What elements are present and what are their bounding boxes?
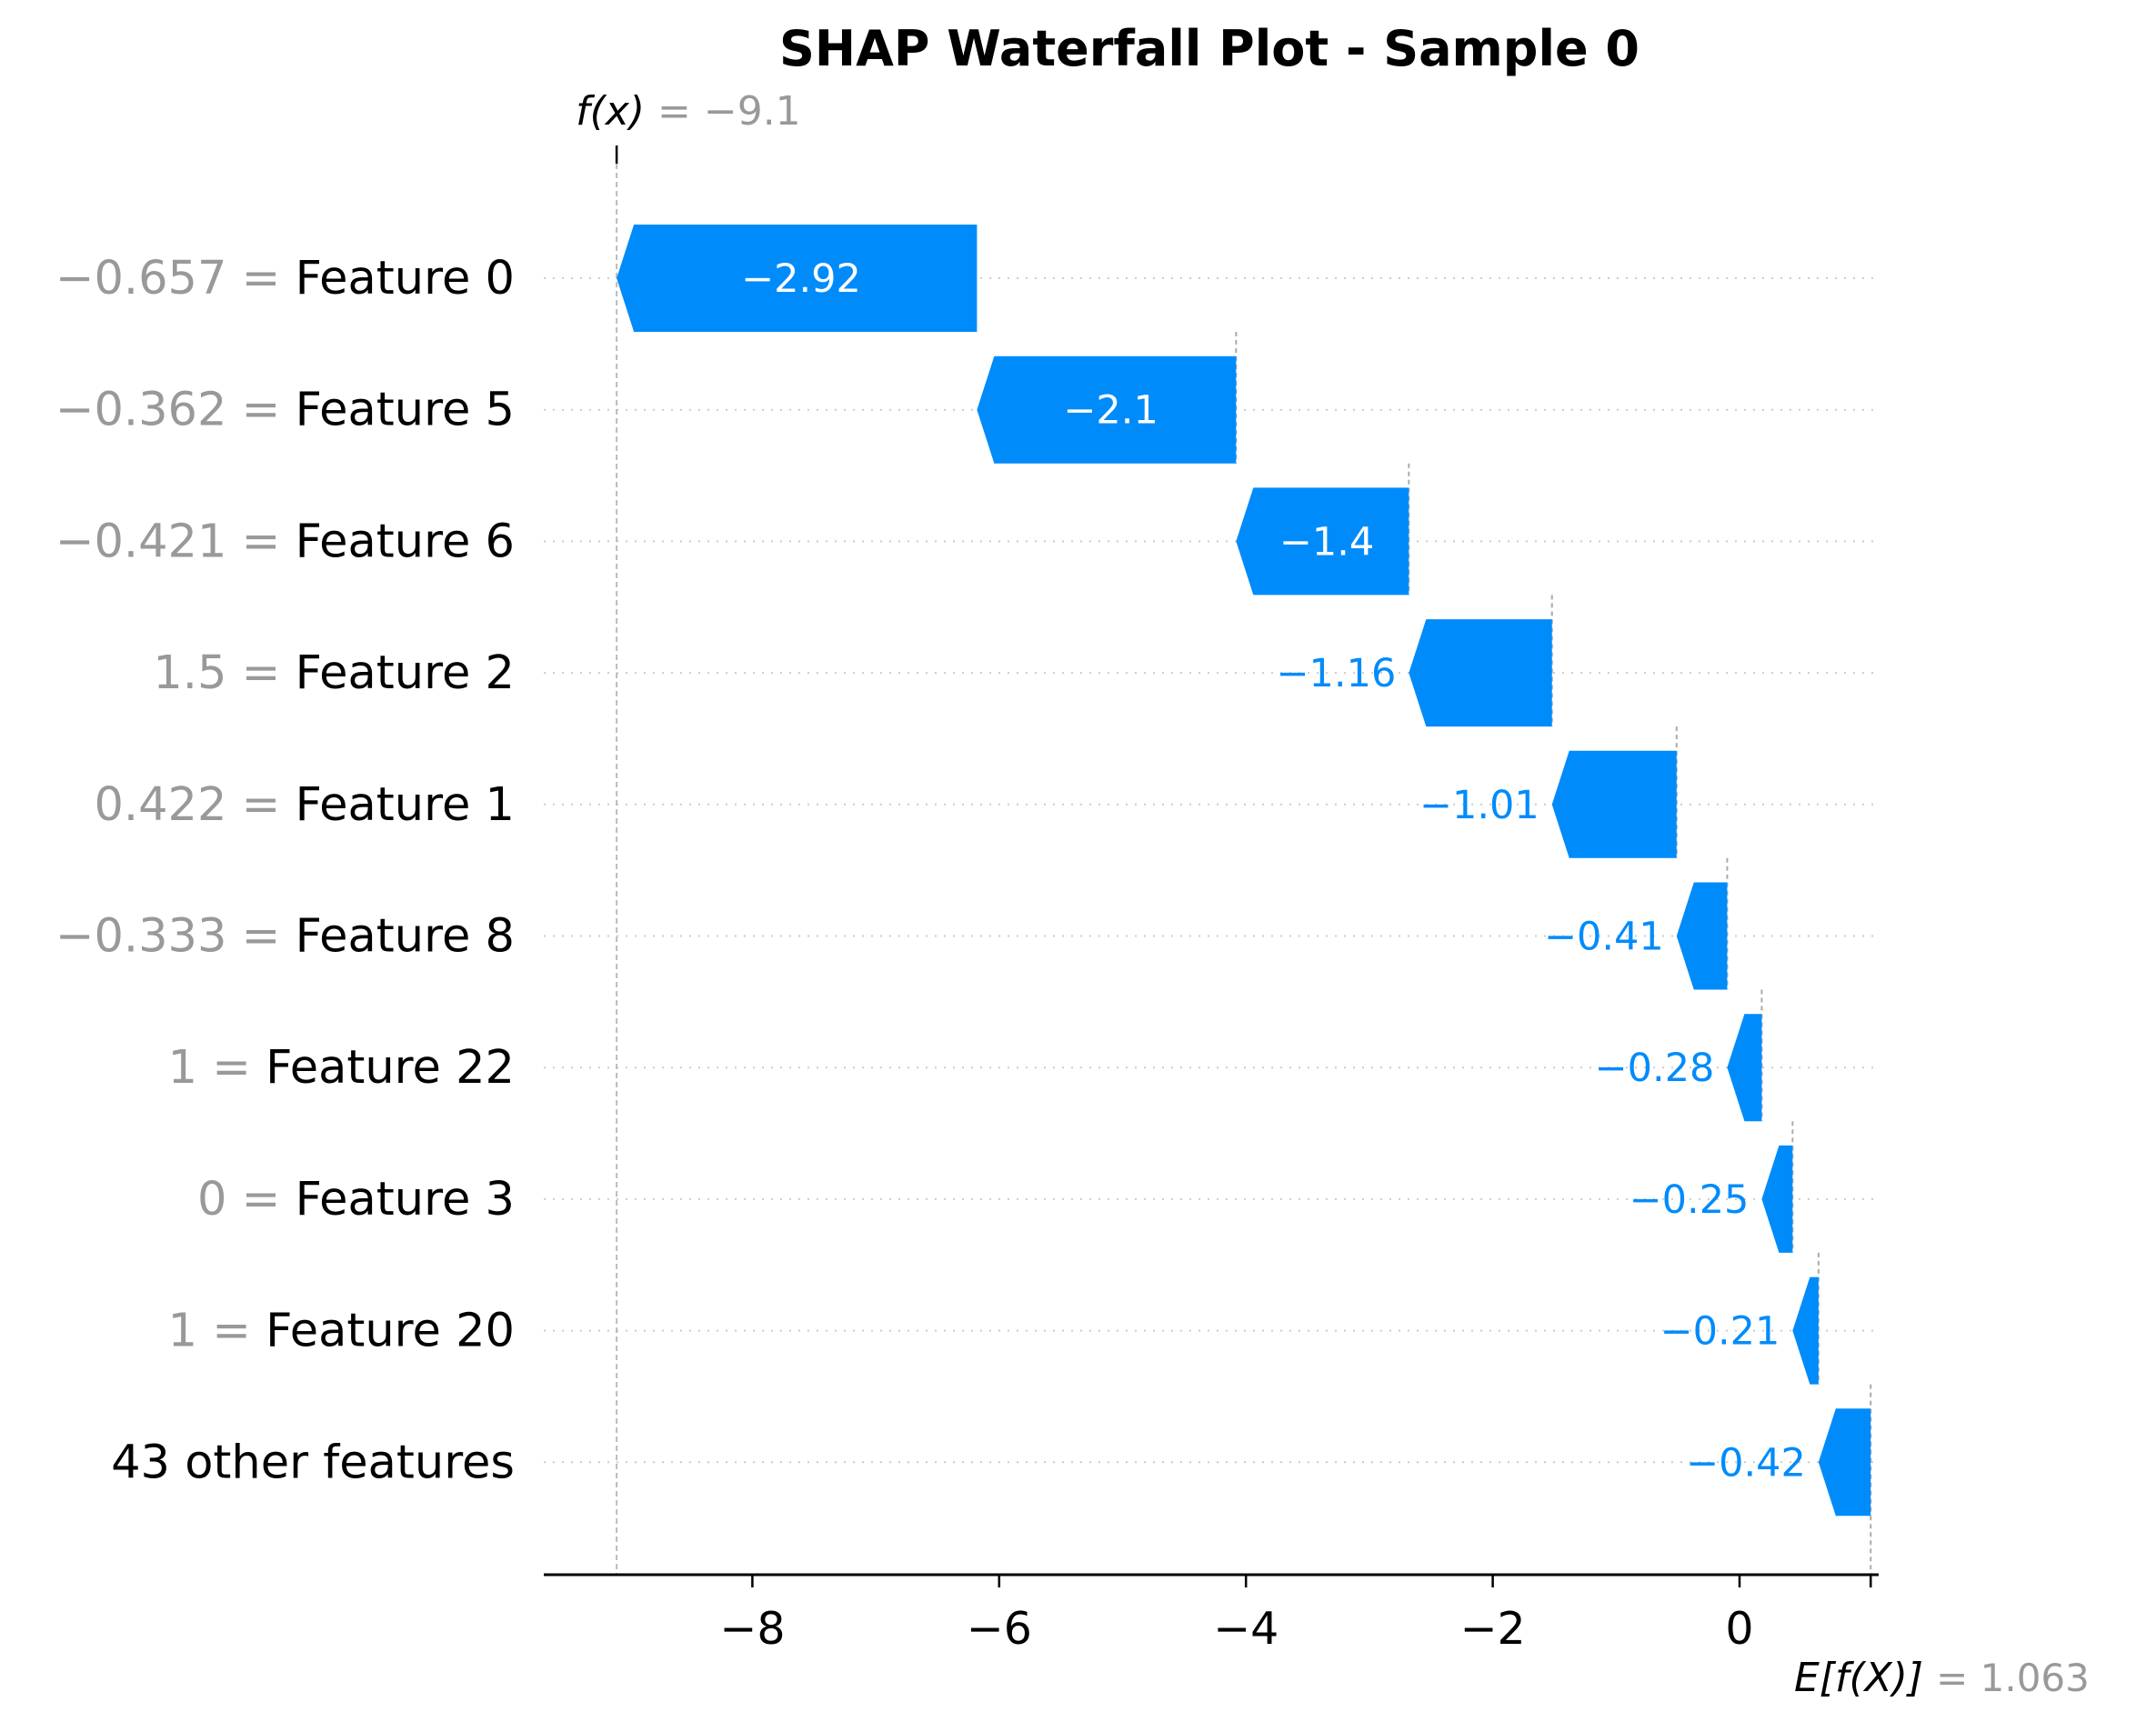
- feature-name: Feature 6: [296, 515, 515, 568]
- connector-lines: [615, 145, 1872, 1575]
- feature-value: 1 =: [168, 1305, 266, 1358]
- feature-value: 1 =: [168, 1041, 266, 1095]
- feature-name: Feature 20: [266, 1305, 515, 1358]
- fx-value: = −9.1: [657, 88, 801, 135]
- waterfall-bar: [1792, 1276, 1819, 1385]
- bar-value-label: −2.1: [1063, 388, 1158, 434]
- bar-value-label: −2.92: [741, 256, 861, 302]
- feature-name: Feature 3: [296, 1173, 515, 1226]
- bars: [617, 225, 1871, 1517]
- bar-value-label: −1.01: [1419, 783, 1539, 828]
- x-tick-label: −6: [967, 1603, 1032, 1655]
- feature-label: 43 other features: [111, 1436, 515, 1489]
- waterfall-bar: [1761, 1145, 1793, 1253]
- chart-title: SHAP Waterfall Plot - Sample 0: [779, 20, 1640, 77]
- feature-name: 43 other features: [111, 1436, 515, 1489]
- feature-value: −0.362 =: [55, 384, 296, 437]
- x-tick-label: −2: [1459, 1603, 1525, 1655]
- feature-name: Feature 8: [296, 910, 515, 964]
- feature-label: −0.657 = Feature 0: [55, 252, 515, 305]
- fx-label: f(x): [576, 88, 657, 135]
- feature-name: Feature 0: [296, 252, 515, 305]
- bar-value-label: −0.42: [1686, 1440, 1806, 1486]
- feature-label: 0 = Feature 3: [197, 1173, 515, 1226]
- feature-value: 1.5 =: [153, 646, 295, 700]
- waterfall-bar: [1409, 619, 1552, 727]
- feature-name: Feature 22: [266, 1041, 515, 1095]
- bar-value-label: −0.25: [1630, 1177, 1750, 1223]
- feature-value: −0.421 =: [55, 515, 296, 568]
- waterfall-bar: [977, 355, 1237, 464]
- feature-name: Feature 2: [296, 646, 515, 700]
- bar-value-label: −0.41: [1544, 915, 1664, 960]
- feature-value: 0 =: [197, 1173, 296, 1226]
- feature-name: Feature 1: [296, 778, 515, 832]
- bar-value-label: −0.28: [1595, 1046, 1715, 1091]
- efx-label: E[f(X)]: [1794, 1655, 1936, 1701]
- waterfall-bar: [617, 225, 978, 332]
- x-tick-label: −8: [719, 1603, 785, 1655]
- feature-value: −0.657 =: [55, 252, 296, 305]
- waterfall-bar: [1818, 1408, 1871, 1517]
- feature-label: −0.333 = Feature 8: [55, 910, 515, 964]
- fx-annotation: f(x) = −9.1: [576, 88, 801, 135]
- waterfall-bar: [1676, 882, 1728, 990]
- efx-annotation: E[f(X)] = 1.063: [1794, 1655, 2090, 1701]
- waterfall-bar: [1236, 487, 1409, 596]
- feature-value: −0.333 =: [55, 910, 296, 964]
- feature-label: 1 = Feature 20: [168, 1305, 515, 1358]
- x-tick-label: 0: [1725, 1603, 1753, 1655]
- row-labels: −2.92 −0.657 = Feature 0 −2.1 −0.362 = Feat…: [55, 252, 1806, 1489]
- waterfall-bar: [1551, 750, 1677, 858]
- feature-label: −0.362 = Feature 5: [55, 384, 515, 437]
- bar-value-label: −1.16: [1277, 651, 1397, 696]
- feature-label: −0.421 = Feature 6: [55, 515, 515, 568]
- efx-value: = 1.063: [1936, 1656, 2090, 1700]
- annotations: f(x) = −9.1 E[f(X)] = 1.063: [576, 88, 2090, 1701]
- waterfall-bar: [1727, 1014, 1762, 1122]
- bar-value-label: −1.4: [1279, 519, 1374, 565]
- feature-label: 1.5 = Feature 2: [153, 646, 515, 700]
- x-axis: −8 −6 −4 −2 0: [544, 1573, 1879, 1655]
- feature-label: 0.422 = Feature 1: [94, 778, 515, 832]
- feature-label: 1 = Feature 22: [168, 1041, 515, 1095]
- feature-value: 0.422 =: [94, 778, 295, 832]
- bar-value-label: −0.21: [1660, 1309, 1780, 1355]
- feature-name: Feature 5: [296, 384, 515, 437]
- x-tick-label: −4: [1213, 1603, 1279, 1655]
